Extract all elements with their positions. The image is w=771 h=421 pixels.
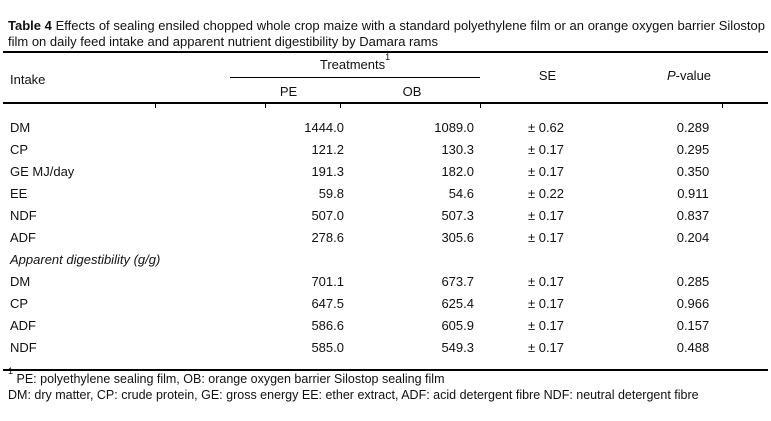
row-label: DM (10, 273, 31, 289)
cell-pe-value: 59.8 (318, 185, 344, 201)
cell-se-value: ± 0.17 (527, 141, 565, 157)
column-tick (265, 104, 266, 108)
column-tick (480, 104, 481, 108)
row-label: ADF (10, 317, 36, 333)
data-table: DM 1444.0 1089.0 ± 0.62 0.289 CP 121.2 1… (0, 116, 771, 358)
cell-pe-value: 191.3 (311, 163, 344, 179)
table-row: ADF 586.6 605.9 ± 0.17 0.157 (0, 314, 771, 336)
row-label: GE MJ/day (10, 163, 75, 179)
table-row: CP 121.2 130.3 ± 0.17 0.295 (0, 138, 771, 160)
cell-se-value: ± 0.17 (527, 207, 565, 223)
cell-ob-value: 130.3 (441, 141, 474, 157)
cell-pe-value: 701.1 (311, 273, 344, 289)
table-bottom-rule (3, 369, 768, 371)
treatments-label: Treatments (319, 57, 386, 72)
row-label: DM (10, 119, 31, 135)
table-row: EE 59.8 54.6 ± 0.22 0.911 (0, 182, 771, 204)
column-tick (722, 104, 723, 108)
row-label: CP (10, 141, 29, 157)
cell-se-value: ± 0.62 (527, 119, 565, 135)
cell-pvalue: 0.488 (676, 339, 710, 355)
cell-pvalue: 0.295 (676, 141, 710, 157)
column-header-treatments: Treatments1 (230, 52, 480, 72)
row-label: NDF (10, 339, 37, 355)
column-header-se: SE (538, 68, 557, 83)
table-body: DM 1444.0 1089.0 ± 0.62 0.289 CP 121.2 1… (0, 116, 771, 358)
table-caption: Table 4 Effects of sealing ensiled chopp… (8, 18, 765, 50)
section-label: Apparent digestibility (g/g) (10, 251, 161, 267)
cell-ob-value: 1089.0 (434, 119, 474, 135)
table-row: ADF 278.6 305.6 ± 0.17 0.204 (0, 226, 771, 248)
footnote-1: 1 PE: polyethylene sealing film, OB: ora… (8, 366, 758, 387)
footnote-marker: 1 (8, 365, 14, 376)
row-label: ADF (10, 229, 36, 245)
cell-pe-value: 647.5 (311, 295, 344, 311)
column-tick (155, 104, 156, 108)
pvalue-rest: -value (675, 68, 712, 83)
cell-ob-value: 305.6 (441, 229, 474, 245)
table-row: NDF 585.0 549.3 ± 0.17 0.488 (0, 336, 771, 358)
cell-se-value: ± 0.17 (527, 295, 565, 311)
table-caption-text: Effects of sealing ensiled chopped whole… (8, 18, 765, 49)
header-bottom-rule (3, 102, 768, 104)
cell-ob-value: 54.6 (448, 185, 474, 201)
cell-ob-value: 507.3 (441, 207, 474, 223)
footnote-1-text: PE: polyethylene sealing film, OB: orang… (16, 372, 445, 386)
cell-pe-value: 278.6 (311, 229, 344, 245)
treatments-spanner-rule (230, 77, 480, 78)
cell-ob-value: 549.3 (441, 339, 474, 355)
cell-pvalue: 0.911 (677, 185, 709, 201)
cell-pe-value: 507.0 (311, 207, 344, 223)
cell-pvalue: 0.204 (676, 229, 710, 245)
cell-pvalue: 0.285 (676, 273, 710, 289)
table-row: DM 701.1 673.7 ± 0.17 0.285 (0, 270, 771, 292)
cell-ob-value: 625.4 (441, 295, 474, 311)
cell-pe-value: 1444.0 (304, 119, 344, 135)
cell-pe-value: 586.6 (311, 317, 344, 333)
table-row: NDF 507.0 507.3 ± 0.17 0.837 (0, 204, 771, 226)
table-section-row: Apparent digestibility (g/g) (0, 248, 771, 270)
column-header-intake: Intake (10, 72, 46, 87)
footnote-2: DM: dry matter, CP: crude protein, GE: g… (8, 388, 699, 402)
cell-se-value: ± 0.17 (527, 317, 565, 333)
cell-ob-value: 182.0 (441, 163, 474, 179)
cell-pvalue: 0.966 (676, 295, 710, 311)
table-row: DM 1444.0 1089.0 ± 0.62 0.289 (0, 116, 771, 138)
table-row: CP 647.5 625.4 ± 0.17 0.966 (0, 292, 771, 314)
row-label: EE (10, 185, 28, 201)
cell-se-value: ± 0.17 (527, 339, 565, 355)
column-header-pvalue: P-value (615, 68, 763, 83)
table-row: GE MJ/day 191.3 182.0 ± 0.17 0.350 (0, 160, 771, 182)
cell-se-value: ± 0.17 (527, 163, 565, 179)
row-label: CP (10, 295, 29, 311)
cell-ob-value: 605.9 (441, 317, 474, 333)
cell-se-value: ± 0.22 (527, 185, 565, 201)
table-top-rule (3, 51, 768, 53)
table-caption-label: Table 4 (8, 18, 52, 33)
cell-pvalue: 0.350 (676, 163, 710, 179)
cell-pe-value: 585.0 (311, 339, 344, 355)
cell-se-value: ± 0.17 (527, 273, 565, 289)
cell-pvalue: 0.837 (676, 207, 710, 223)
row-label: NDF (10, 207, 37, 223)
column-tick (340, 104, 341, 108)
cell-se-value: ± 0.17 (527, 229, 565, 245)
cell-pvalue: 0.157 (676, 317, 710, 333)
cell-pe-value: 121.2 (311, 141, 344, 157)
pvalue-p: P (666, 68, 676, 83)
table-footnotes: 1 PE: polyethylene sealing film, OB: ora… (8, 366, 758, 403)
column-header-ob: OB (402, 84, 422, 99)
cell-ob-value: 673.7 (441, 273, 474, 289)
treatments-footnote-marker: 1 (385, 51, 391, 62)
cell-pvalue: 0.289 (676, 119, 710, 135)
column-header-pe: PE (279, 84, 298, 99)
